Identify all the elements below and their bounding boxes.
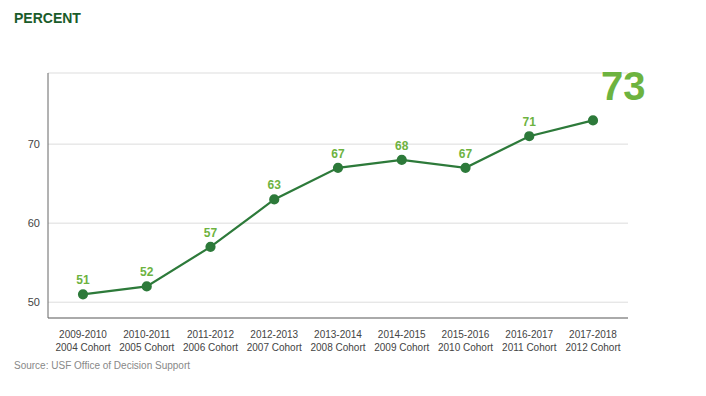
svg-text:70: 70 <box>28 138 40 150</box>
svg-text:68: 68 <box>395 139 409 153</box>
svg-text:2015-20162010 Cohort: 2015-20162010 Cohort <box>438 329 493 353</box>
svg-text:50: 50 <box>28 296 40 308</box>
svg-text:73: 73 <box>601 64 646 108</box>
svg-text:63: 63 <box>268 178 282 192</box>
svg-text:52: 52 <box>140 265 154 279</box>
html-text:PERCENT: PERCENT <box>14 10 81 26</box>
svg-text:57: 57 <box>204 226 218 240</box>
svg-text:2009-20102004 Cohort: 2009-20102004 Cohort <box>55 329 110 353</box>
svg-text:51: 51 <box>76 273 90 287</box>
svg-text:2011-20122006 Cohort: 2011-20122006 Cohort <box>183 329 238 353</box>
svg-text:71: 71 <box>523 115 537 129</box>
svg-text:2014-20152009 Cohort: 2014-20152009 Cohort <box>374 329 429 353</box>
svg-text:60: 60 <box>28 217 40 229</box>
svg-text:2013-20142008 Cohort: 2013-20142008 Cohort <box>310 329 365 353</box>
svg-text:67: 67 <box>459 147 473 161</box>
html-text:Source: USF Office of Decision: Source: USF Office of Decision Support <box>14 360 190 371</box>
svg-text:67: 67 <box>331 147 345 161</box>
svg-text:2016-20172011 Cohort: 2016-20172011 Cohort <box>502 329 557 353</box>
svg-text:2017-20182012 Cohort: 2017-20182012 Cohort <box>565 329 620 353</box>
svg-text:2010-20112005 Cohort: 2010-20112005 Cohort <box>119 329 174 353</box>
svg-text:2012-20132007 Cohort: 2012-20132007 Cohort <box>247 329 302 353</box>
